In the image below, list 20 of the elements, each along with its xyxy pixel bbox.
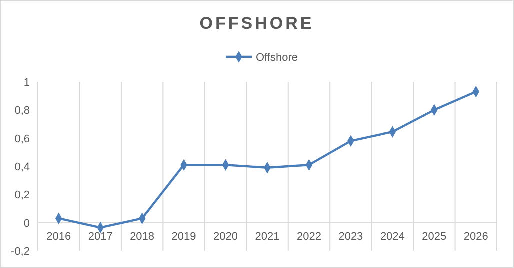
- y-tick-label: 0,8: [14, 105, 30, 118]
- x-tick-label: 2017: [88, 230, 113, 243]
- x-tick-label: 2019: [172, 230, 196, 243]
- chart-title: OFFSHORE: [200, 14, 314, 33]
- y-tick-label: 0,4: [14, 162, 30, 174]
- x-tick-label: 2018: [130, 230, 155, 243]
- x-tick-label: 2016: [46, 230, 72, 243]
- x-tick-label: 2022: [296, 230, 322, 243]
- x-tick-label: 2025: [422, 230, 447, 243]
- x-tick-label: 2020: [214, 230, 238, 243]
- y-tick-label: 0,6: [14, 133, 30, 146]
- y-tick-label: 1: [24, 77, 30, 89]
- y-tick-label: 0: [24, 218, 30, 230]
- x-tick-label: 2024: [380, 230, 405, 243]
- x-tick-label: 2021: [255, 230, 280, 243]
- x-tick-label: 2023: [338, 230, 364, 243]
- legend-label: Offshore: [256, 52, 298, 64]
- x-tick-label: 2026: [464, 230, 488, 243]
- y-tick-label: 0,2: [14, 190, 30, 202]
- y-tick-label: -0,2: [11, 246, 30, 258]
